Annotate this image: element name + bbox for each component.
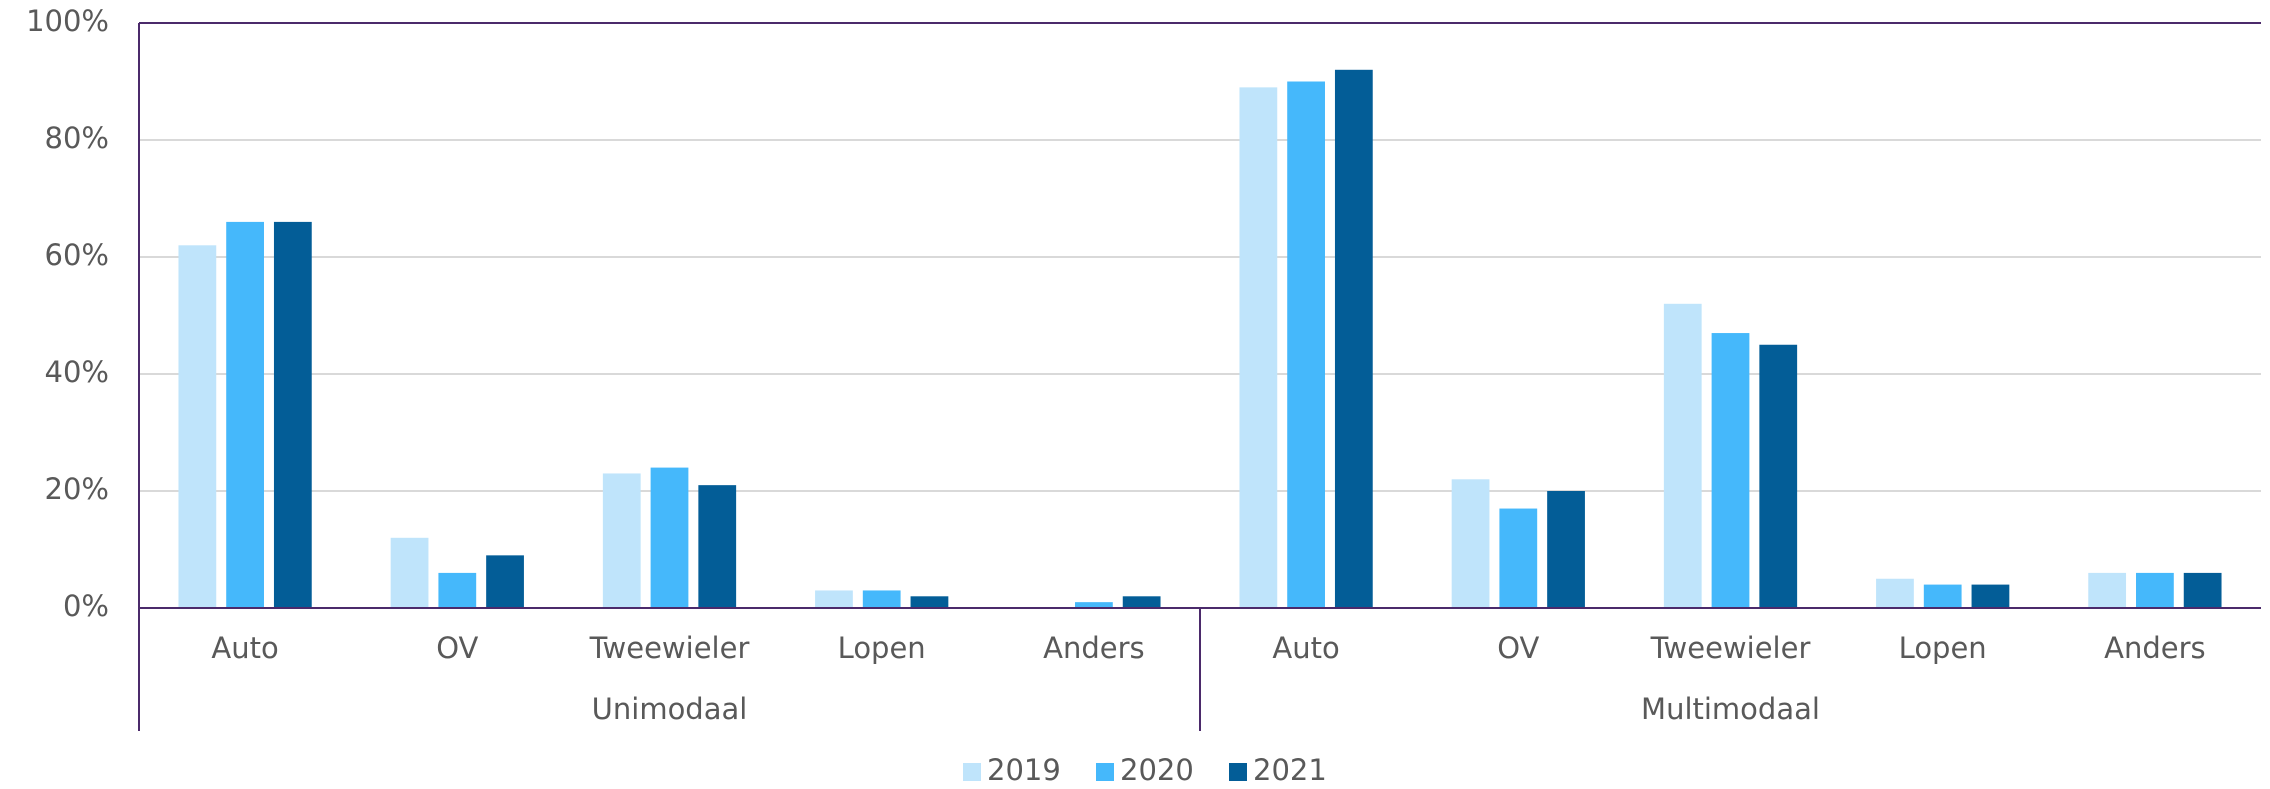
y-tick-label: 0% <box>63 589 109 623</box>
x-tick-label: Anders <box>1043 631 1145 665</box>
bar <box>1971 584 2010 608</box>
group-label: Multimodaal <box>1641 692 1820 726</box>
bar <box>1334 69 1373 609</box>
y-tick-label: 100% <box>26 4 109 38</box>
y-tick-label: 80% <box>45 121 109 155</box>
bar <box>226 221 264 608</box>
group-label: Unimodaal <box>592 692 748 726</box>
bar <box>2088 572 2127 608</box>
bar <box>1075 602 1113 608</box>
bar <box>862 590 901 608</box>
bar <box>698 485 737 608</box>
bar <box>438 572 477 608</box>
x-tick-label: Auto <box>1272 631 1339 665</box>
bar <box>650 467 689 608</box>
bar <box>1923 584 1962 608</box>
y-tick-label: 40% <box>45 355 109 389</box>
bar <box>910 596 949 608</box>
bar <box>178 245 217 609</box>
bar <box>1663 303 1702 608</box>
bar <box>390 537 429 608</box>
bar <box>1547 491 1585 608</box>
bar <box>2183 572 2222 608</box>
bar <box>1287 81 1325 608</box>
y-tick-label: 20% <box>45 472 109 506</box>
legend-swatch <box>1229 763 1247 781</box>
bar <box>1451 479 1490 608</box>
bar <box>1876 578 1914 608</box>
bar <box>486 555 524 608</box>
bar <box>815 590 853 608</box>
legend-label: 2021 <box>1253 753 1327 787</box>
x-tick-label: OV <box>436 631 478 665</box>
y-tick-label: 60% <box>45 238 109 272</box>
x-tick-label: Tweewieler <box>1650 631 1811 665</box>
x-tick-label: Lopen <box>1899 631 1987 665</box>
bar <box>1122 596 1161 608</box>
bar <box>602 473 641 608</box>
legend-label: 2019 <box>987 753 1061 787</box>
x-tick-label: Tweewieler <box>589 631 750 665</box>
bar <box>2136 572 2174 608</box>
bar <box>1499 508 1538 608</box>
legend-label: 2020 <box>1120 753 1194 787</box>
x-tick-label: OV <box>1497 631 1539 665</box>
bar <box>1711 333 1750 608</box>
legend-swatch <box>1096 763 1114 781</box>
x-tick-label: Lopen <box>838 631 926 665</box>
bar <box>273 221 312 608</box>
bar <box>1759 344 1798 608</box>
x-tick-label: Auto <box>211 631 278 665</box>
x-tick-label: Anders <box>2104 631 2206 665</box>
bar <box>1239 87 1278 609</box>
legend-swatch <box>963 763 981 781</box>
